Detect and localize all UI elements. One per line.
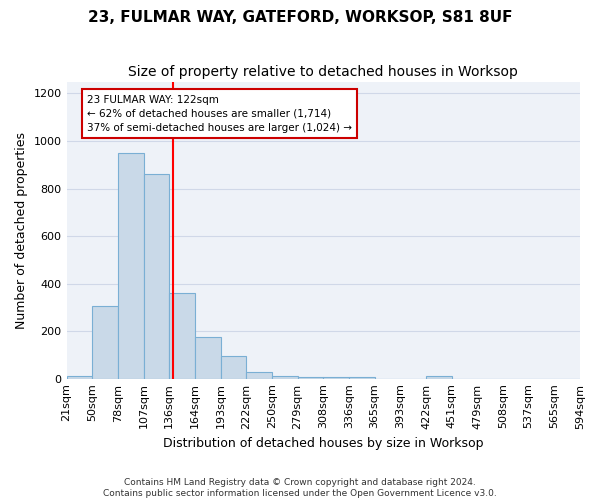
Bar xyxy=(118,153,143,378)
Title: Size of property relative to detached houses in Worksop: Size of property relative to detached ho… xyxy=(128,65,518,79)
Y-axis label: Number of detached properties: Number of detached properties xyxy=(15,132,28,328)
Text: 23 FULMAR WAY: 122sqm
← 62% of detached houses are smaller (1,714)
37% of semi-d: 23 FULMAR WAY: 122sqm ← 62% of detached … xyxy=(87,94,352,132)
Bar xyxy=(169,293,195,378)
Bar xyxy=(67,376,92,378)
Bar xyxy=(426,376,452,378)
Text: Contains HM Land Registry data © Crown copyright and database right 2024.
Contai: Contains HM Land Registry data © Crown c… xyxy=(103,478,497,498)
X-axis label: Distribution of detached houses by size in Worksop: Distribution of detached houses by size … xyxy=(163,437,484,450)
Bar xyxy=(143,174,169,378)
Bar xyxy=(92,306,118,378)
Bar xyxy=(221,356,246,378)
Text: 23, FULMAR WAY, GATEFORD, WORKSOP, S81 8UF: 23, FULMAR WAY, GATEFORD, WORKSOP, S81 8… xyxy=(88,10,512,25)
Bar xyxy=(272,376,298,378)
Bar xyxy=(195,337,221,378)
Bar xyxy=(246,372,272,378)
